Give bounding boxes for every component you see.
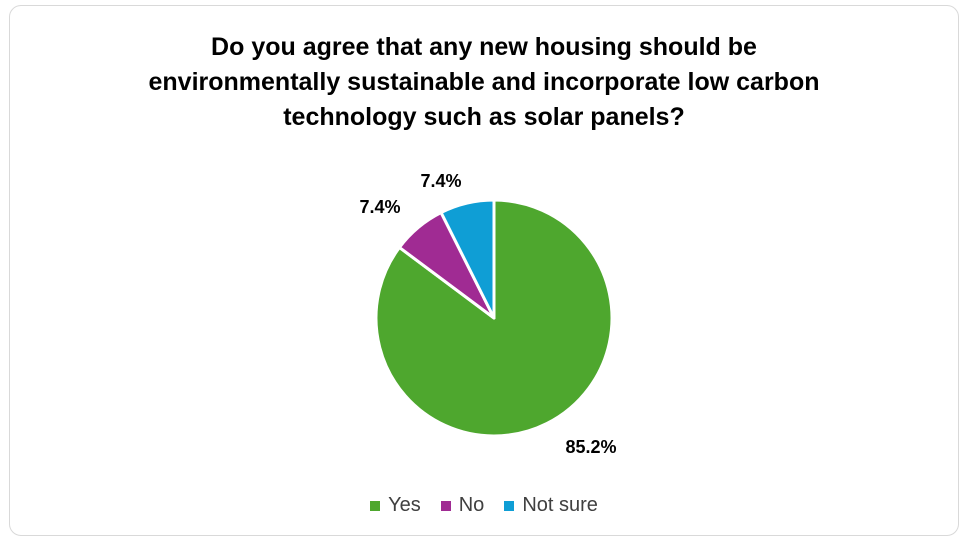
legend-item-not-sure: Not sure — [504, 494, 598, 517]
legend-item-no: No — [440, 494, 485, 517]
pie-data-labels: 85.2% 7.4% 7.4% — [359, 171, 616, 457]
legend-label: Not sure — [522, 494, 598, 516]
legend-label: Yes — [388, 494, 421, 516]
chart-legend: Yes No Not sure — [0, 494, 968, 517]
pie-slice-not-sure — [439, 198, 496, 320]
legend-swatch — [440, 500, 451, 511]
chart-title: Do you agree that any new housing should… — [148, 33, 820, 131]
legend-item-yes: Yes — [370, 494, 421, 517]
legend-swatch — [370, 500, 381, 511]
pie-slices — [374, 198, 614, 438]
data-label-no: 7.4% — [359, 197, 400, 217]
legend-label: No — [458, 494, 485, 516]
legend-swatch — [504, 500, 515, 511]
data-label-yes: 85.2% — [565, 437, 616, 457]
data-label-not-sure: 7.4% — [420, 171, 461, 191]
